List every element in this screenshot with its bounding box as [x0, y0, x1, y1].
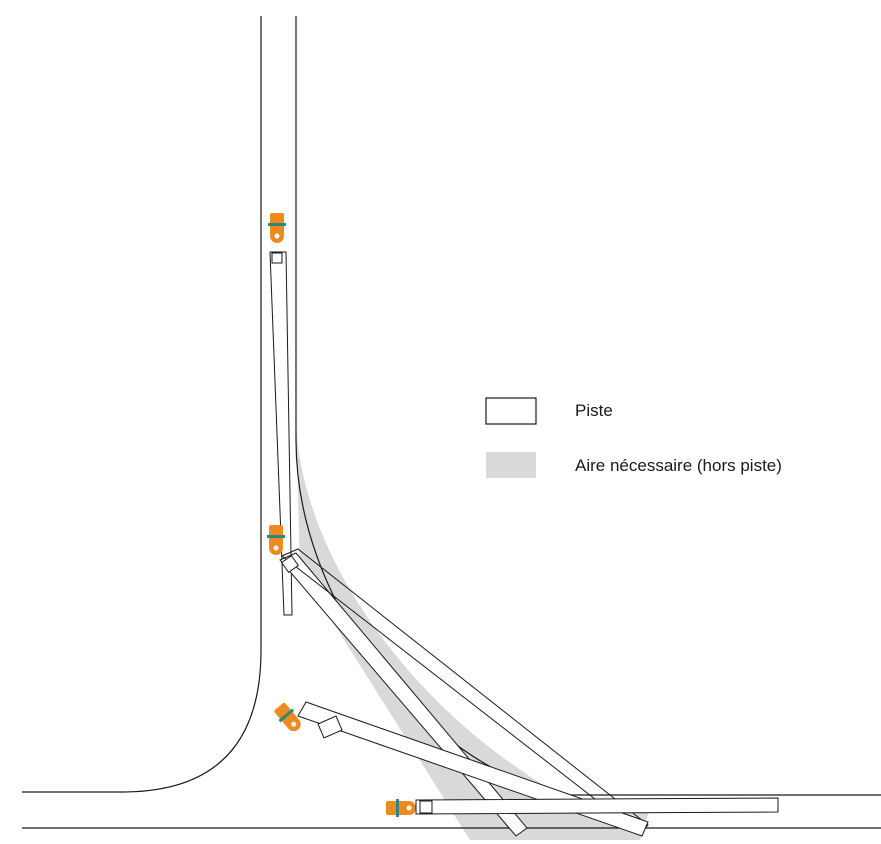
trailer-alt — [281, 548, 649, 835]
trailer — [415, 797, 779, 815]
legend: Piste Aire nécessaire (hors piste) — [485, 397, 782, 478]
track — [22, 16, 881, 829]
vehicle-position-4 — [386, 797, 779, 817]
legend-label-area: Aire nécessaire (hors piste) — [575, 456, 782, 475]
legend-swatch-piste — [485, 397, 537, 425]
legend-swatch-area — [486, 452, 536, 478]
vehicle-position-1 — [268, 213, 293, 616]
trailer — [269, 251, 293, 616]
trailer — [279, 552, 528, 837]
legend-label-piste: Piste — [575, 401, 613, 420]
